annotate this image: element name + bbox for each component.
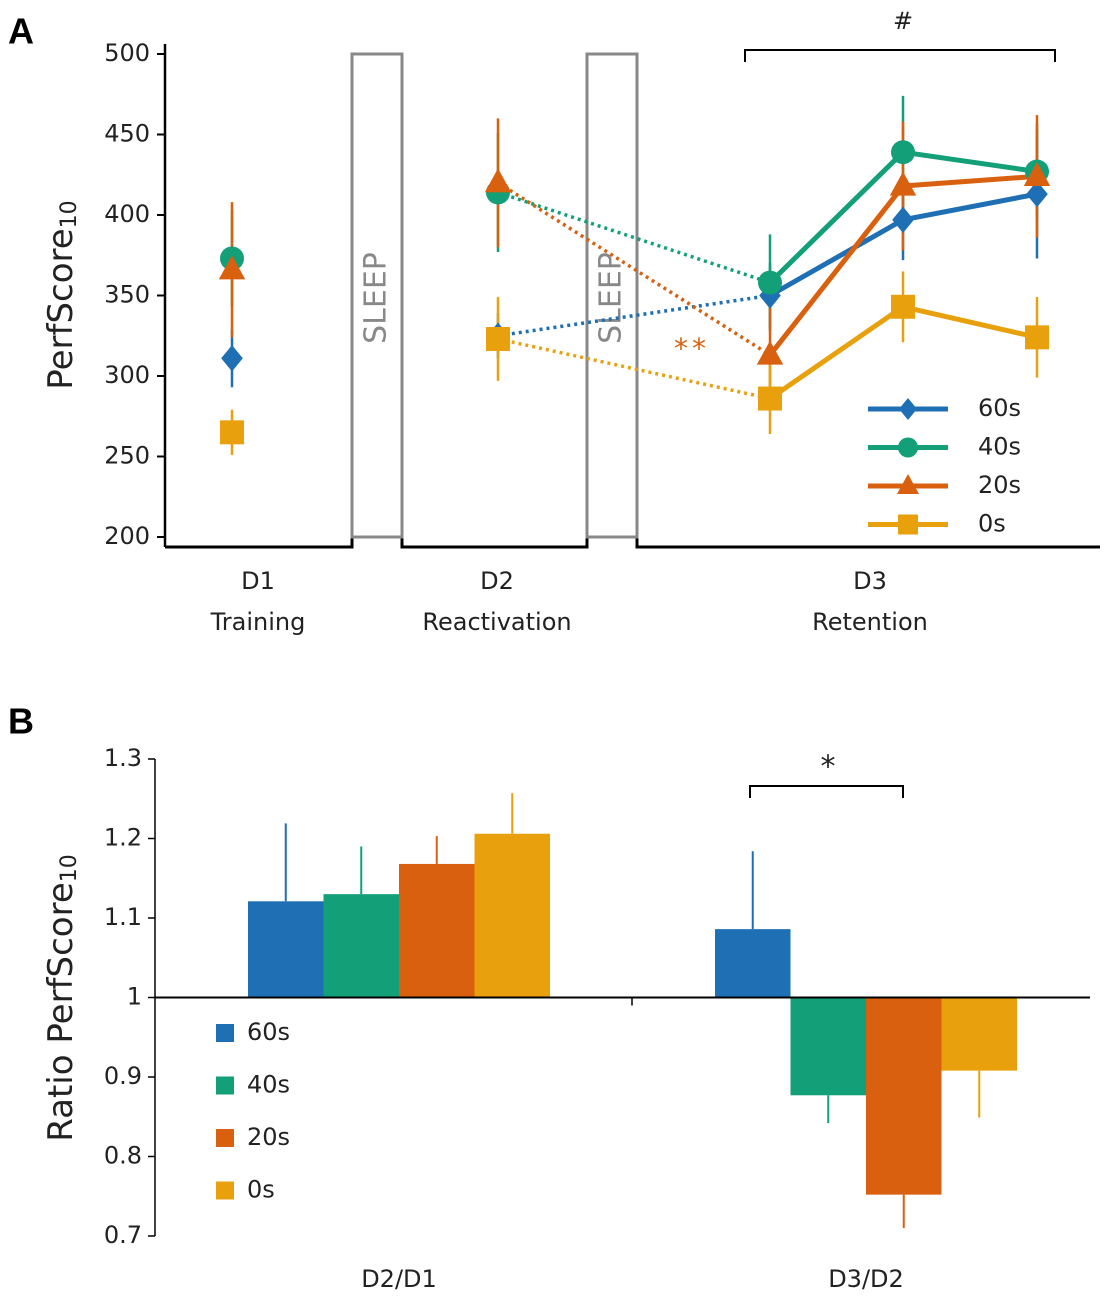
y-tick-label: 450 — [104, 120, 150, 148]
legend-label: 20s — [247, 1123, 290, 1151]
y-tick-label: 0.8 — [104, 1142, 142, 1170]
x-tick-label: Training — [210, 608, 306, 636]
marker — [898, 437, 918, 458]
sleep-box — [585, 52, 639, 539]
significance-bracket — [744, 49, 1056, 62]
series-line — [902, 304, 1038, 340]
panel-label: B — [8, 701, 34, 742]
series-line — [497, 337, 771, 401]
marker — [898, 514, 918, 535]
series-line — [768, 304, 905, 401]
series-line — [497, 181, 771, 357]
legend-swatch — [216, 1129, 234, 1147]
x-tick-label: D2 — [480, 567, 514, 595]
series-line — [768, 150, 905, 285]
legend-swatch — [216, 1024, 234, 1042]
y-tick-label: 1 — [127, 983, 142, 1011]
legend-swatch — [216, 1076, 234, 1095]
y-tick-label: 350 — [104, 281, 150, 309]
bar — [248, 901, 324, 998]
series-line — [902, 149, 1038, 175]
marker — [891, 140, 915, 165]
x-tick-label: D2/D1 — [361, 1265, 437, 1293]
series-line — [497, 190, 771, 285]
y-label-text: Ratio PerfScore — [41, 882, 81, 1141]
y-label-sub: 10 — [57, 200, 82, 228]
series-line — [902, 173, 1038, 189]
marker — [1026, 180, 1048, 208]
significance-bracket — [749, 785, 904, 798]
sleep-label: SLEEP — [594, 252, 629, 344]
marker — [221, 345, 243, 372]
annotation: * — [821, 750, 836, 785]
y-label-sub: 10 — [57, 854, 82, 882]
legend-label: 0s — [978, 510, 1006, 538]
bar — [941, 997, 1017, 1071]
y-tick-label: 500 — [104, 39, 150, 67]
x-axis — [165, 537, 1100, 549]
legend-label: 60s — [247, 1018, 290, 1046]
y-tick-label: 1.2 — [104, 824, 142, 852]
y-tick-label: 250 — [104, 442, 150, 470]
legend-label: 40s — [247, 1071, 290, 1099]
marker — [889, 171, 917, 196]
marker — [899, 398, 917, 420]
y-tick-label: 1.1 — [104, 903, 142, 931]
x-tick-label: Reactivation — [422, 608, 571, 636]
legend-swatch — [216, 1181, 234, 1200]
legend-label: 40s — [978, 433, 1021, 461]
legend-label: 0s — [247, 1176, 275, 1204]
marker — [758, 270, 782, 295]
x-tick-label: D1 — [241, 567, 275, 595]
y-tick-label: 0.9 — [104, 1062, 142, 1090]
y-label-text: PerfScore — [41, 228, 81, 389]
series-line — [768, 217, 905, 298]
bar — [790, 997, 866, 1096]
marker — [897, 474, 919, 494]
marker — [1023, 161, 1051, 186]
bar — [323, 894, 399, 998]
y-tick-label: 300 — [104, 361, 150, 389]
series-line — [768, 184, 905, 357]
marker — [484, 168, 512, 193]
marker — [220, 420, 244, 445]
y-tick-label: 0.7 — [104, 1221, 142, 1249]
sleep-label: SLEEP — [359, 252, 394, 344]
legend-label: 20s — [978, 471, 1021, 499]
panel-label: A — [8, 11, 34, 52]
annotation: ** — [674, 332, 710, 365]
bar — [866, 997, 942, 1195]
marker — [758, 386, 782, 411]
x-tick-label: D3/D2 — [828, 1265, 904, 1293]
x-tick-label: Retention — [812, 608, 928, 636]
y-axis-label: Ratio PerfScore10 — [41, 854, 83, 1141]
marker — [1025, 325, 1049, 350]
y-tick-label: 1.3 — [104, 744, 142, 772]
sleep-box — [350, 52, 404, 539]
y-axis-label: PerfScore10 — [41, 200, 83, 389]
y-tick-label: 200 — [104, 522, 150, 550]
bar — [399, 863, 475, 998]
annotation: # — [893, 7, 913, 35]
bar — [715, 929, 791, 998]
marker — [756, 340, 784, 365]
x-tick-label: D3 — [853, 567, 887, 595]
legend-label: 60s — [978, 394, 1021, 422]
marker — [486, 326, 510, 351]
marker — [891, 294, 915, 319]
y-tick-label: 400 — [104, 200, 150, 228]
bar — [474, 833, 550, 998]
marker — [892, 206, 914, 234]
series-line — [902, 191, 1038, 223]
marker — [759, 282, 781, 309]
marker — [218, 255, 246, 280]
